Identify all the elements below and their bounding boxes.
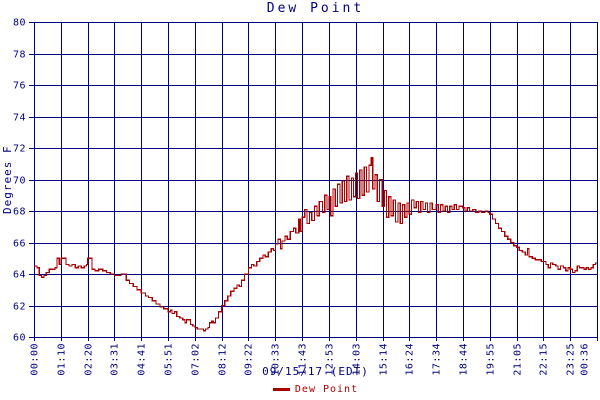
x-tick-label: 11:43 [298,343,309,376]
y-tick-label: 76 [13,81,26,92]
x-tick-label: 17:34 [432,343,443,376]
x-tick-label: 05:51 [164,343,175,376]
x-tick-label: 23:25 [566,343,577,376]
x-tick-label: 12:53 [325,343,336,376]
y-tick-labels: 60 62 64 66 68 70 72 74 76 78 80 [13,18,26,344]
x-tick-label: 03:31 [110,343,121,376]
x-tick-label: 14:03 [352,343,363,376]
x-tick-label: 18:44 [459,343,470,376]
x-tick-label: 01:10 [57,343,68,376]
y-tick-label: 70 [13,176,26,187]
x-tick-label: 10:33 [271,343,282,376]
legend-line-swatch [272,388,290,391]
legend: Dew Point [34,384,597,395]
x-tick-label: 07:02 [191,343,202,376]
legend-label: Dew Point [294,384,359,395]
y-tick-label: 80 [13,18,26,29]
y-tick-label: 74 [13,113,26,124]
plot-frame [34,22,598,338]
x-tick-labels: 00:00 01:10 02:20 03:31 04:41 05:51 07:02 08:12… [30,343,591,376]
y-tick-label: 66 [13,239,26,250]
x-tick-label: 16:24 [405,343,416,376]
x-tick-label: 22:15 [539,343,550,376]
x-tick-label: 08:12 [218,343,229,376]
x-tick-label: 21:05 [513,343,524,376]
x-tick-label: 02:20 [84,343,95,376]
x-tick-label: 00:36 [580,343,591,376]
dew-point-line [34,156,597,332]
y-tick-label: 72 [13,144,26,155]
y-tick-label: 78 [13,50,26,61]
grid-lines [29,22,598,341]
x-tick-label: 15:14 [379,343,390,376]
y-tick-label: 62 [13,302,26,313]
x-tick-label: 09:22 [244,343,255,376]
x-tick-label: 04:41 [137,343,148,376]
y-tick-label: 60 [13,333,26,344]
x-tick-label: 19:55 [486,343,497,376]
y-tick-label: 64 [13,270,26,281]
y-tick-label: 68 [13,207,26,218]
x-axis-date-label: 09/15/17 (EDT) [262,365,369,378]
x-tick-label: 00:00 [30,343,41,376]
chart-title: Dew Point [266,1,365,16]
